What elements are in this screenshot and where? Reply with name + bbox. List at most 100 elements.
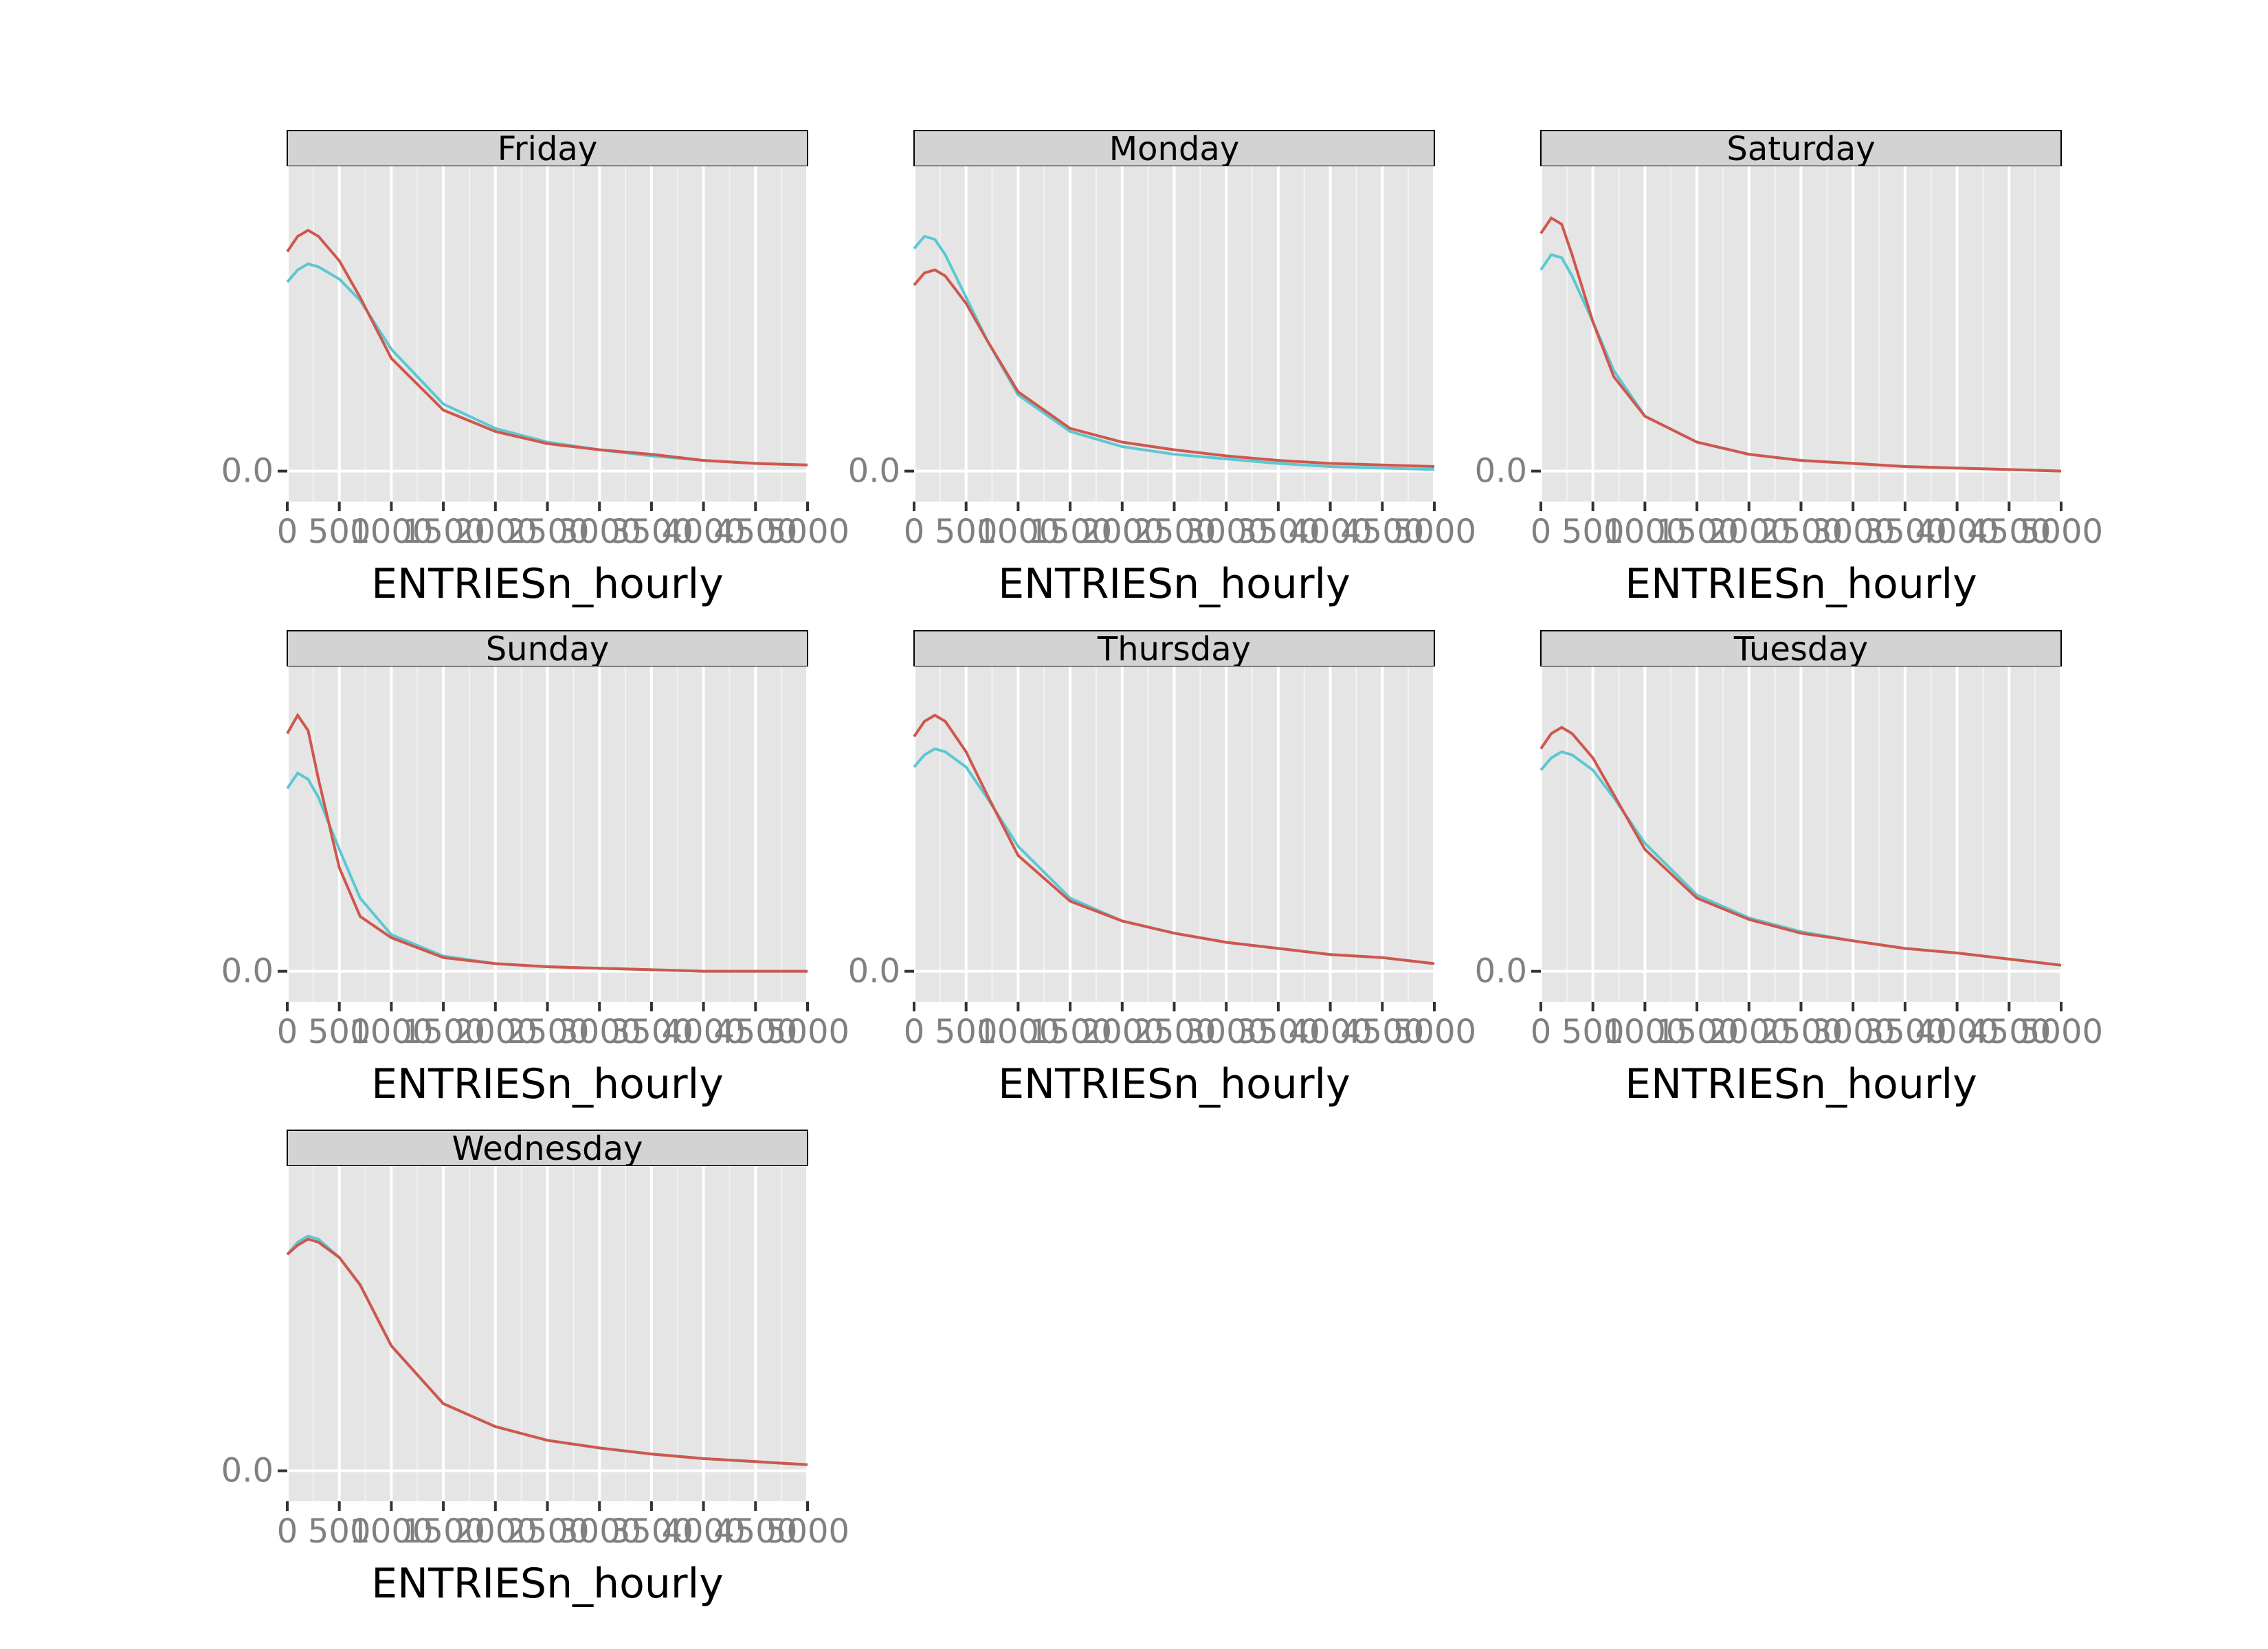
facet-panel-monday: Monday 0 500100015002000250030003500400045… (848, 130, 1476, 608)
x-tick-label: 5000 (766, 1512, 849, 1551)
x-axis-title: ENTRIESn_hourly (998, 560, 1350, 608)
density-line-2 (286, 228, 808, 467)
facet-title: Monday (1109, 130, 1240, 168)
x-tick-label: 1000 (349, 1512, 433, 1551)
x-tick-label: 2500 (505, 1013, 589, 1051)
x-tick-label: 0 (904, 1013, 925, 1051)
facet-strip (287, 1130, 808, 1167)
x-tick-label: 3000 (1184, 1013, 1268, 1051)
x-tick-label: 3500 (1863, 513, 1947, 551)
x-tick-label: 2000 (1080, 1013, 1164, 1051)
x-tick-label: 1500 (401, 513, 485, 551)
x-tick-label: 0 (1531, 1013, 1552, 1051)
facet-title: Sunday (486, 630, 610, 669)
x-tick-label: 2000 (454, 1013, 537, 1051)
x-tick-label: 500 (935, 1013, 998, 1051)
facet-title: Thursday (1097, 630, 1251, 669)
x-tick-label: 3000 (1811, 1013, 1895, 1051)
x-tick-label: 4000 (662, 1512, 746, 1551)
x-axis-title: ENTRIESn_hourly (371, 560, 723, 608)
x-tick-label: 2000 (454, 1512, 537, 1551)
x-tick-label: 1500 (1655, 1013, 1739, 1051)
x-tick-label: 500 (1561, 513, 1625, 551)
facet-title: Friday (498, 130, 597, 168)
x-tick-label: 4000 (1289, 1013, 1372, 1051)
x-tick-label: 500 (935, 513, 998, 551)
density-line-2 (286, 713, 808, 973)
facet-panel-sunday: Sunday 0 500100015002000250030003500400045… (221, 630, 849, 1108)
x-axis-title: ENTRIESn_hourly (998, 1060, 1350, 1108)
x-tick-label: 5000 (2019, 1013, 2103, 1051)
x-tick-label: 4500 (713, 1512, 797, 1551)
y-tick-label: 0.0 (1475, 452, 1527, 491)
x-axis-title: ENTRIESn_hourly (1625, 560, 1977, 608)
x-tick-label: 1000 (349, 1013, 433, 1051)
x-tick-label: 4000 (662, 513, 746, 551)
x-tick-label: 2000 (1707, 1013, 1791, 1051)
x-tick-label: 3500 (1236, 513, 1320, 551)
x-tick-label: 0 (1531, 513, 1552, 551)
x-tick-label: 500 (308, 1512, 371, 1551)
x-tick-label: 0 (277, 513, 298, 551)
facet-strip (287, 630, 808, 667)
y-tick-label: 0.0 (221, 952, 274, 991)
facet-panel-saturday: Saturday 0 5001000150020002500300035004000… (1475, 130, 2103, 608)
x-tick-label: 500 (308, 513, 371, 551)
x-axis-title: ENTRIESn_hourly (371, 1060, 723, 1108)
facet-panel-friday: Friday 0 500100015002000250030003500400045… (221, 130, 849, 608)
x-tick-label: 2500 (1132, 1013, 1216, 1051)
x-tick-label: 2500 (1759, 513, 1843, 551)
facet-strip (913, 630, 1435, 667)
facet-strip (287, 130, 808, 167)
x-tick-label: 2500 (1759, 1013, 1843, 1051)
x-tick-label: 4000 (662, 1013, 746, 1051)
x-tick-label: 3500 (610, 1013, 693, 1051)
facet-title: Wednesday (452, 1130, 643, 1168)
x-tick-label: 1000 (1603, 513, 1687, 551)
x-tick-label: 3500 (610, 1512, 693, 1551)
x-tick-label: 1500 (401, 1013, 485, 1051)
x-tick-label: 3000 (557, 1013, 641, 1051)
x-tick-label: 5000 (766, 1013, 849, 1051)
facet-strip (1540, 130, 2062, 167)
x-tick-label: 5000 (766, 513, 849, 551)
facet-title: Saturday (1726, 130, 1875, 168)
density-line-2 (286, 1237, 808, 1466)
x-tick-label: 0 (277, 1512, 298, 1551)
density-line-2 (1539, 216, 2062, 473)
facet-panel-wednesday: Wednesday 0 500100015002000250030003500400… (221, 1130, 849, 1608)
x-tick-label: 3000 (1811, 513, 1895, 551)
facet-title: Tuesday (1733, 630, 1868, 669)
x-tick-label: 2500 (505, 1512, 589, 1551)
x-axis-title: ENTRIESn_hourly (1625, 1060, 1977, 1108)
x-tick-label: 1500 (1028, 513, 1112, 551)
x-tick-label: 0 (277, 1013, 298, 1051)
x-tick-label: 500 (308, 1013, 371, 1051)
x-tick-label: 4500 (713, 513, 797, 551)
facet-panel-tuesday: Tuesday 0 50010001500200025003000350040004… (1475, 630, 2103, 1108)
y-tick-label: 0.0 (221, 452, 274, 491)
x-tick-label: 5000 (1392, 513, 1476, 551)
x-tick-label: 3000 (1184, 513, 1268, 551)
x-axis-title: ENTRIESn_hourly (371, 1560, 723, 1608)
x-tick-label: 1000 (349, 513, 433, 551)
x-tick-label: 3500 (1863, 1013, 1947, 1051)
x-tick-label: 1000 (1603, 1013, 1687, 1051)
x-tick-label: 3000 (557, 513, 641, 551)
density-line-2 (913, 268, 1435, 468)
x-tick-label: 1000 (976, 513, 1060, 551)
y-tick-label: 0.0 (1475, 952, 1527, 991)
density-line-2 (1539, 726, 2062, 967)
x-tick-label: 4500 (1340, 513, 1424, 551)
x-tick-label: 4500 (1967, 513, 2051, 551)
density-line-2 (913, 713, 1435, 965)
x-tick-label: 4000 (1289, 513, 1372, 551)
x-tick-label: 4500 (713, 1013, 797, 1051)
x-tick-label: 2500 (505, 513, 589, 551)
x-tick-label: 1000 (976, 1013, 1060, 1051)
x-tick-label: 1500 (1655, 513, 1739, 551)
x-tick-label: 500 (1561, 1013, 1625, 1051)
x-tick-label: 4500 (1340, 1013, 1424, 1051)
x-tick-label: 2000 (1707, 513, 1791, 551)
